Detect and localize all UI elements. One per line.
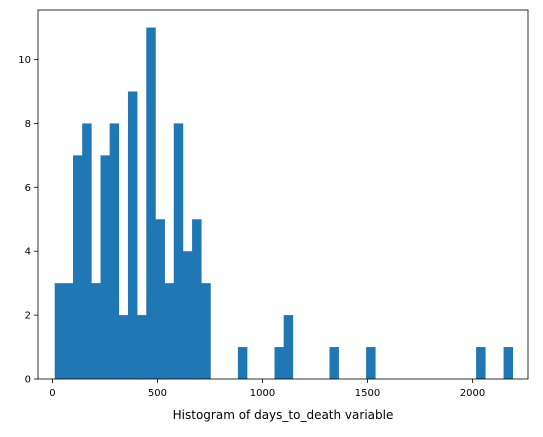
y-axis: 0 2 4 6 8 10 [18, 55, 38, 386]
histogram-bar [73, 155, 83, 379]
histogram-bar [164, 283, 175, 379]
histogram-bar [109, 123, 120, 379]
histogram-bar [192, 219, 202, 379]
y-tick-label: 6 [25, 183, 31, 194]
histogram-bar [82, 123, 92, 379]
histogram-bar [146, 27, 156, 379]
histogram-bar [118, 315, 129, 379]
y-tick-label: 8 [25, 119, 31, 130]
x-axis: 0 500 1000 1500 2000 [49, 379, 485, 399]
x-tick-label: 500 [148, 388, 167, 399]
histogram-bar [54, 283, 65, 379]
y-tick-label: 0 [25, 375, 31, 386]
x-axis-label: Histogram of days_to_death variable [173, 408, 394, 422]
x-tick-label: 0 [49, 388, 55, 399]
histogram-bar [329, 347, 339, 379]
histogram-bar [201, 283, 211, 379]
histogram-bar [91, 283, 101, 379]
plot-frame [37, 9, 529, 380]
histogram-bar [63, 283, 74, 379]
histogram-bar [100, 155, 110, 379]
histogram-bar [127, 91, 138, 379]
histogram-bar [503, 347, 514, 379]
histogram-bar [366, 347, 376, 379]
histogram-bar [155, 219, 165, 379]
x-tick-label: 2000 [460, 388, 485, 399]
histogram-bar [476, 347, 486, 379]
y-tick-label: 4 [25, 247, 31, 258]
histogram-bars [54, 27, 514, 379]
y-tick-label: 10 [18, 55, 31, 66]
x-tick-label: 1000 [250, 388, 275, 399]
histogram-bar [283, 315, 294, 379]
histogram-bar [173, 123, 184, 379]
x-tick-label: 1500 [355, 388, 380, 399]
histogram-bar [137, 315, 147, 379]
y-tick-label: 2 [25, 311, 31, 322]
histogram-bar [274, 347, 284, 379]
histogram-bar [182, 251, 193, 379]
histogram-bar [237, 347, 248, 379]
